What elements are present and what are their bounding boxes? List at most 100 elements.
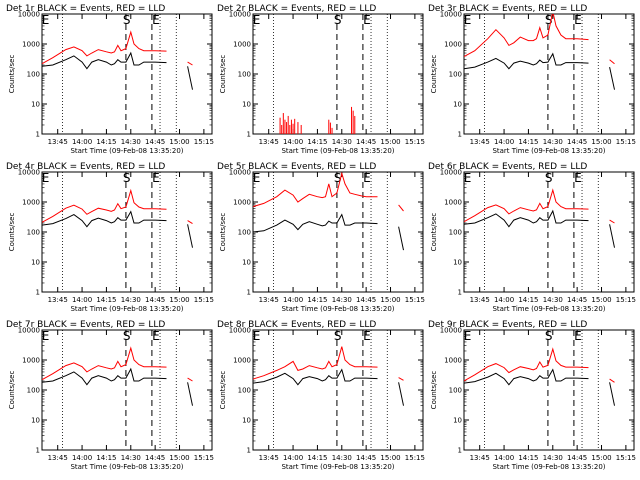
marker-label: E — [152, 13, 160, 27]
x-tick-label: 15:00 — [169, 138, 189, 146]
panel-title: Det 4r BLACK = Events, RED = LLD — [6, 162, 165, 172]
lld-series-line — [253, 346, 378, 380]
events-series-line — [253, 213, 378, 233]
y-tick-label: 1000 — [233, 41, 251, 49]
lld-series-line — [464, 188, 589, 223]
x-tick-label: 14:45 — [567, 454, 587, 462]
y-tick-label: 10 — [31, 101, 40, 109]
panel-title: Det 8r BLACK = Events, RED = LLD — [217, 320, 376, 330]
panel-title: Det 6r BLACK = Events, RED = LLD — [428, 162, 587, 172]
lld-series-line — [464, 347, 589, 382]
x-tick-label: 14:45 — [145, 296, 165, 304]
x-tick-label: 15:00 — [380, 454, 400, 462]
x-tick-label: 14:00 — [283, 296, 303, 304]
x-tick-label: 15:15 — [405, 296, 425, 304]
x-tick-label: 13:45 — [259, 296, 279, 304]
lld-series-line — [609, 378, 615, 383]
marker-label: S — [334, 13, 342, 27]
data-layer — [42, 346, 193, 406]
x-tick-label: 13:45 — [470, 138, 490, 146]
y-tick-label: 1 — [458, 447, 462, 455]
y-tick-label: 10 — [242, 259, 251, 267]
x-tick-label: 14:15 — [518, 138, 538, 146]
x-tick-label: 15:00 — [591, 296, 611, 304]
events-series-line — [464, 52, 589, 70]
y-tick-label: 10 — [31, 259, 40, 267]
y-tick-label: 1 — [36, 289, 40, 297]
x-tick-label: 15:00 — [591, 138, 611, 146]
lld-series-line — [398, 377, 404, 381]
lld-series-line — [609, 59, 615, 65]
x-tick-label: 14:15 — [307, 138, 327, 146]
plot-frame — [41, 13, 213, 135]
x-tick-label: 14:00 — [494, 454, 514, 462]
x-axis-label: Start Time (09-Feb-08 13:35:20) — [70, 305, 183, 313]
x-tick-label: 14:00 — [72, 454, 92, 462]
x-tick-label: 14:45 — [145, 454, 165, 462]
x-tick-label: 14:45 — [356, 454, 376, 462]
events-series-line — [609, 224, 615, 248]
y-tick-label: 100 — [27, 229, 40, 237]
lld-series-line — [398, 204, 404, 212]
marker-label: E — [574, 329, 582, 343]
marker-label: E — [363, 13, 371, 27]
y-axis-label: Counts/sec — [8, 371, 16, 410]
y-tick-label: 100 — [449, 387, 462, 395]
x-axis-label: Start Time (09-Feb-08 13:35:20) — [281, 147, 394, 155]
y-tick-label: 100 — [27, 387, 40, 395]
marker-label: E — [363, 171, 371, 185]
x-axis-label: Start Time (09-Feb-08 13:35:20) — [281, 463, 394, 471]
x-axis-label: Start Time (09-Feb-08 13:35:20) — [492, 463, 605, 471]
y-tick-label: 100 — [449, 71, 462, 79]
y-tick-label: 1 — [458, 131, 462, 139]
y-tick-label: 100 — [449, 229, 462, 237]
marker-label: E — [152, 329, 160, 343]
marker-label: E — [253, 329, 261, 343]
x-tick-label: 14:30 — [543, 138, 563, 146]
x-tick-label: 14:15 — [96, 454, 116, 462]
y-tick-label: 10000 — [229, 11, 251, 19]
panel-title: Det 1r BLACK = Events, RED = LLD — [6, 4, 165, 14]
panel-title: Det 7r BLACK = Events, RED = LLD — [6, 320, 165, 330]
x-tick-label: 15:15 — [616, 454, 636, 462]
events-series-line — [464, 209, 589, 228]
marker-label: E — [464, 329, 472, 343]
events-series-line — [187, 224, 193, 248]
y-tick-label: 1 — [458, 289, 462, 297]
x-tick-label: 15:00 — [169, 296, 189, 304]
marker-label: E — [152, 171, 160, 185]
x-tick-label: 14:45 — [567, 138, 587, 146]
x-tick-label: 15:15 — [194, 138, 214, 146]
events-series-line — [42, 367, 167, 386]
events-series-line — [609, 382, 615, 406]
y-tick-label: 10000 — [18, 327, 40, 335]
x-tick-label: 15:00 — [380, 296, 400, 304]
data-layer — [42, 188, 193, 248]
x-tick-label: 14:30 — [332, 296, 352, 304]
x-tick-label: 13:45 — [470, 454, 490, 462]
y-tick-label: 10 — [31, 417, 40, 425]
x-tick-label: 15:15 — [405, 454, 425, 462]
y-tick-label: 10000 — [18, 11, 40, 19]
x-tick-label: 14:15 — [96, 138, 116, 146]
x-tick-label: 15:00 — [380, 138, 400, 146]
data-layer — [42, 30, 193, 90]
x-tick-label: 14:15 — [518, 296, 538, 304]
marker-label: E — [464, 13, 472, 27]
x-tick-label: 13:45 — [48, 296, 68, 304]
y-tick-label: 100 — [238, 387, 251, 395]
plot-frame — [463, 171, 635, 293]
events-series-line — [398, 226, 404, 251]
data-layer — [464, 14, 615, 90]
y-tick-label: 1 — [247, 289, 251, 297]
marker-label: S — [123, 13, 131, 27]
y-tick-label: 1000 — [444, 41, 462, 49]
marker-label: E — [363, 329, 371, 343]
x-tick-label: 14:15 — [307, 454, 327, 462]
x-tick-label: 14:30 — [332, 454, 352, 462]
plot-frame — [252, 13, 424, 135]
